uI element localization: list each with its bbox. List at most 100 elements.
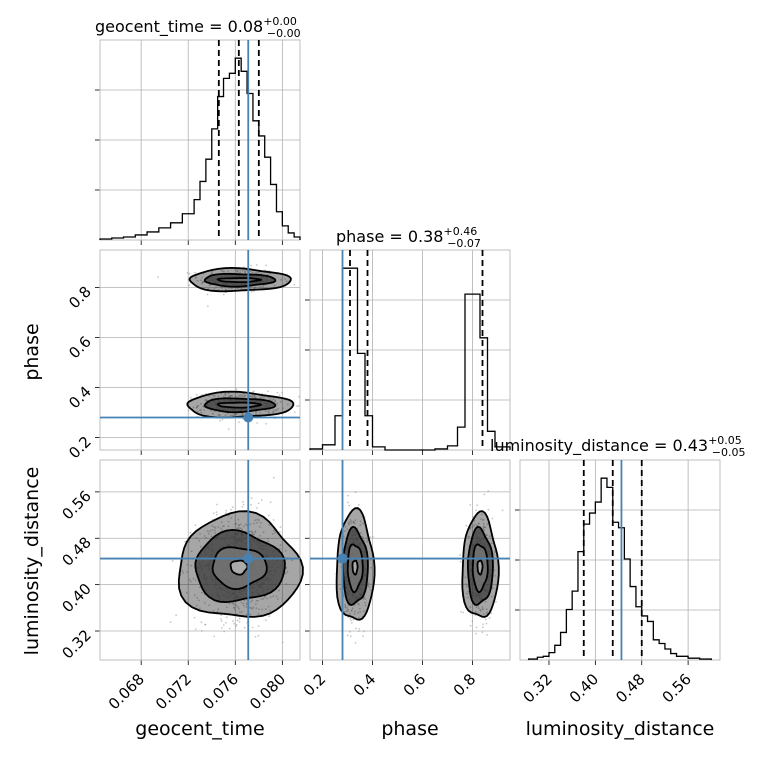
sample-point <box>354 642 357 644</box>
sample-point <box>260 598 263 600</box>
sample-point <box>491 587 494 590</box>
sample-point <box>361 535 364 538</box>
histogram-luminosity_distance <box>528 477 712 660</box>
sample-point <box>267 411 270 414</box>
sample-point <box>196 405 199 408</box>
sample-point <box>267 605 270 608</box>
sample-point <box>200 411 203 414</box>
sample-point <box>490 612 493 615</box>
sample-point <box>257 502 260 505</box>
sample-point <box>279 531 281 533</box>
sample-point <box>271 399 273 402</box>
sample-point <box>254 635 257 638</box>
title-luminosity-distance-sup: +0.05 <box>708 434 742 447</box>
sample-point <box>233 608 236 611</box>
sample-point <box>469 504 472 506</box>
sample-point <box>251 271 254 274</box>
sample-point <box>346 607 348 609</box>
sample-point <box>255 271 257 274</box>
sample-point <box>236 619 239 622</box>
sample-point <box>235 623 238 626</box>
sample-point <box>284 278 286 280</box>
sample-point <box>279 526 282 528</box>
sample-point <box>344 606 347 609</box>
sample-point <box>279 548 281 550</box>
title-phase-sup: +0.46 <box>443 225 477 238</box>
sample-point <box>347 494 349 497</box>
sample-point <box>243 599 246 602</box>
sample-point <box>195 393 198 396</box>
sample-point <box>199 279 202 282</box>
sample-point <box>221 529 224 531</box>
sample-point <box>250 264 252 267</box>
sample-point <box>482 626 484 629</box>
y-tick-label: 0.40 <box>58 580 94 616</box>
sample-point <box>220 521 223 524</box>
sample-point <box>348 504 351 507</box>
sample-point <box>267 390 269 393</box>
sample-point <box>224 288 227 291</box>
sample-point <box>253 522 256 525</box>
sample-point <box>491 517 494 520</box>
sample-point <box>266 597 269 600</box>
panel-frame <box>519 459 721 661</box>
sample-point <box>344 603 347 606</box>
sample-point <box>267 540 269 543</box>
sample-point <box>210 397 213 400</box>
sample-point <box>347 608 350 611</box>
sample-point <box>201 276 203 279</box>
sample-point <box>231 287 233 290</box>
y-tick-label: 0.8 <box>65 283 95 313</box>
sample-point <box>221 418 224 421</box>
sample-point <box>354 519 357 522</box>
sample-point <box>175 614 178 617</box>
title-geocent-time-sup: +0.00 <box>263 15 297 28</box>
sample-point <box>476 504 479 507</box>
sample-point <box>267 537 269 540</box>
sample-point <box>233 606 236 609</box>
sample-point <box>269 501 272 504</box>
sample-point <box>459 560 462 563</box>
sample-point <box>225 512 227 515</box>
sample-point <box>225 622 227 624</box>
sample-point <box>244 270 246 272</box>
title-geocent-time-main: geocent_time = 0.08 <box>95 17 263 37</box>
sample-point <box>198 539 201 542</box>
sample-point <box>188 284 191 287</box>
sample-point <box>222 293 225 296</box>
sample-point <box>269 272 271 275</box>
sample-point <box>349 519 352 521</box>
sample-point <box>206 293 209 296</box>
sample-point <box>278 394 281 396</box>
sample-point <box>264 410 267 413</box>
sample-point <box>241 610 243 613</box>
sample-point <box>255 600 258 602</box>
sample-point <box>196 279 199 282</box>
sample-point <box>242 503 245 506</box>
sample-point <box>482 613 485 615</box>
sample-point <box>251 599 254 602</box>
sample-point <box>201 630 203 632</box>
sample-point <box>210 535 213 538</box>
sample-point <box>233 622 236 625</box>
sample-point <box>236 270 239 272</box>
sample-point <box>254 396 256 399</box>
sample-point <box>272 476 275 479</box>
sample-point <box>258 519 260 521</box>
sample-point <box>237 606 239 608</box>
sample-point <box>259 285 262 288</box>
sample-point <box>210 409 212 412</box>
sample-point <box>282 407 284 410</box>
sample-point <box>265 619 267 622</box>
sample-point <box>193 594 196 596</box>
sample-point <box>286 570 289 573</box>
sample-point <box>272 595 275 598</box>
x-axis-label-luminosity-distance: luminosity_distance <box>526 718 715 740</box>
sample-point <box>229 414 232 417</box>
sample-point <box>232 506 234 508</box>
x-tick-label: 0.40 <box>566 670 602 706</box>
sample-point <box>347 604 350 607</box>
x-tick-label: 0.080 <box>246 670 289 713</box>
sample-point <box>217 288 220 291</box>
sample-point <box>192 577 195 580</box>
